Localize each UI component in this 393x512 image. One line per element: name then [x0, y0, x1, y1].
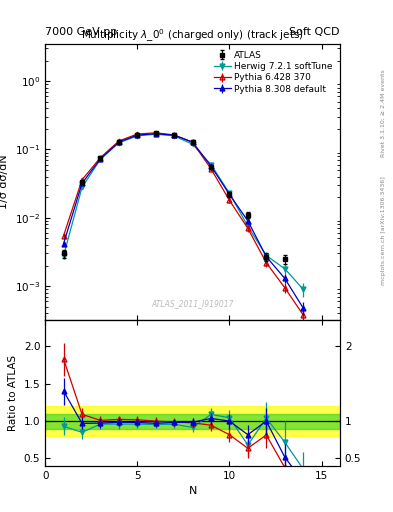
Y-axis label: Ratio to ATLAS: Ratio to ATLAS — [8, 355, 18, 431]
Text: mcplots.cern.ch [arXiv:1306.3436]: mcplots.cern.ch [arXiv:1306.3436] — [381, 176, 386, 285]
X-axis label: N: N — [188, 486, 197, 496]
Title: Multiplicity $\lambda\_0^0$ (charged only) (track jets): Multiplicity $\lambda\_0^0$ (charged onl… — [81, 27, 304, 44]
Text: 7000 GeV pp: 7000 GeV pp — [45, 27, 118, 37]
Text: Soft QCD: Soft QCD — [290, 27, 340, 37]
Y-axis label: 1/σ dσ/dN: 1/σ dσ/dN — [0, 155, 9, 209]
Text: ATLAS_2011_I919017: ATLAS_2011_I919017 — [151, 299, 234, 308]
Text: Rivet 3.1.10; ≥ 2.4M events: Rivet 3.1.10; ≥ 2.4M events — [381, 69, 386, 157]
Legend: ATLAS, Herwig 7.2.1 softTune, Pythia 6.428 370, Pythia 8.308 default: ATLAS, Herwig 7.2.1 softTune, Pythia 6.4… — [212, 48, 336, 96]
